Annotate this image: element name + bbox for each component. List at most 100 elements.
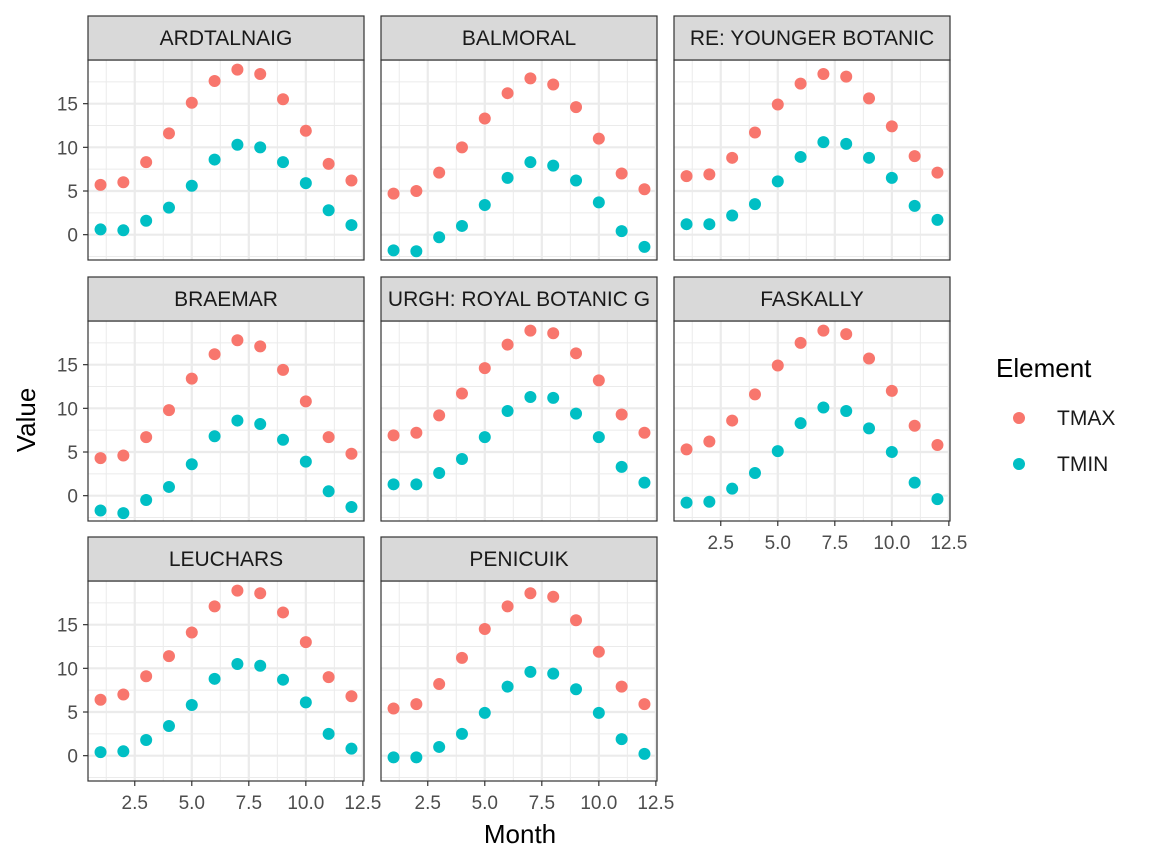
strip-label-group: PENICUIK — [469, 548, 568, 571]
y-tick-label: 15 — [57, 95, 78, 116]
y-tick-label: 5 — [67, 703, 78, 724]
point-tmin — [433, 466, 446, 479]
point-tmin — [345, 501, 358, 514]
point-tmax — [615, 680, 628, 693]
point-tmin — [726, 482, 739, 495]
x-tick-label: 7.5 — [236, 793, 262, 814]
point-tmax — [885, 120, 898, 133]
panel-background — [88, 581, 364, 781]
point-tmax — [94, 452, 107, 465]
point-tmin — [345, 219, 358, 232]
point-tmin — [455, 219, 468, 232]
point-tmin — [570, 407, 583, 420]
point-tmin — [231, 657, 244, 670]
panel-background — [88, 321, 364, 521]
x-tick-label: 5.0 — [765, 533, 791, 554]
panel-points — [94, 63, 358, 237]
point-tmin — [277, 156, 290, 169]
point-tmax — [570, 347, 583, 360]
strip-label-group: BALMORAL — [462, 27, 576, 50]
point-tmax — [931, 166, 944, 179]
point-tmax — [501, 338, 514, 351]
point-tmin — [162, 201, 175, 214]
legend-key-tmin — [1013, 458, 1025, 470]
facet-strip — [380, 15, 658, 61]
point-tmin — [117, 507, 130, 520]
point-tmax — [726, 414, 739, 427]
panel-background — [381, 581, 657, 781]
point-tmax — [277, 606, 290, 619]
y-tick-label: 0 — [67, 226, 78, 247]
point-tmax — [345, 690, 358, 703]
point-tmax — [277, 363, 290, 376]
point-tmax — [345, 174, 358, 187]
x-tick-label: 7.5 — [529, 793, 555, 814]
point-tmax — [433, 678, 446, 691]
point-tmax — [794, 77, 807, 90]
point-tmin — [140, 494, 153, 507]
point-tmin — [592, 706, 605, 719]
point-tmax — [570, 101, 583, 114]
x-tick-label: 10.0 — [287, 793, 324, 814]
point-tmin — [455, 727, 468, 740]
point-tmax — [455, 651, 468, 664]
point-tmax — [162, 127, 175, 140]
point-tmax — [524, 324, 537, 337]
point-tmin — [455, 452, 468, 465]
facet-panel-3: BRAEMAR 0 5 10 15 — [57, 276, 365, 522]
facet-strip — [380, 536, 658, 582]
facet-strip-label: RE: YOUNGER BOTANIC — [690, 27, 934, 50]
point-tmax — [387, 429, 400, 442]
point-tmax — [322, 157, 335, 170]
point-tmax — [208, 74, 221, 87]
x-tick-label: 5.0 — [472, 793, 498, 814]
facet-panel-1: BALMORAL — [380, 15, 658, 261]
facet-strip — [87, 15, 365, 61]
point-tmin — [547, 391, 560, 404]
facet-strip — [87, 276, 365, 322]
panel-grid — [674, 321, 950, 521]
point-tmin — [638, 240, 651, 253]
x-tick-label: 12.5 — [344, 793, 381, 814]
point-tmin — [345, 742, 358, 755]
point-tmax — [322, 431, 335, 444]
point-tmax — [703, 435, 716, 448]
point-tmax — [455, 387, 468, 400]
point-tmin — [615, 225, 628, 238]
point-tmin — [162, 719, 175, 732]
facet-strip-label: URGH: ROYAL BOTANIC G — [388, 288, 650, 311]
point-tmin — [231, 138, 244, 151]
point-tmax — [299, 395, 312, 408]
point-tmax — [117, 688, 130, 701]
point-tmax — [231, 334, 244, 347]
y-tick-label: 10 — [57, 399, 78, 420]
point-tmax — [592, 645, 605, 658]
point-tmin — [277, 673, 290, 686]
point-tmin — [592, 431, 605, 444]
facet-panel-6: LEUCHARS 0 5 10 15 2.5 5.0 7.5 10.0 12.5 — [57, 536, 381, 814]
facet-strip — [380, 276, 658, 322]
point-tmin — [703, 495, 716, 508]
y-tick-label: 0 — [67, 487, 78, 508]
point-tmax — [615, 167, 628, 180]
x-tick-label: 12.5 — [637, 793, 674, 814]
point-tmax — [410, 185, 423, 198]
point-tmin — [277, 433, 290, 446]
point-tmin — [322, 727, 335, 740]
point-tmax — [931, 439, 944, 452]
point-tmax — [94, 693, 107, 706]
point-tmax — [208, 600, 221, 613]
point-tmin — [185, 458, 198, 471]
point-tmax — [410, 426, 423, 439]
point-tmin — [387, 751, 400, 764]
point-tmin — [680, 218, 693, 231]
point-tmin — [433, 231, 446, 244]
point-tmax — [117, 449, 130, 462]
point-tmin — [638, 747, 651, 760]
point-tmin — [863, 422, 876, 435]
point-tmax — [185, 96, 198, 109]
panel-background — [381, 60, 657, 260]
point-tmax — [387, 187, 400, 200]
strip-label-group: FASKALLY — [760, 288, 864, 311]
